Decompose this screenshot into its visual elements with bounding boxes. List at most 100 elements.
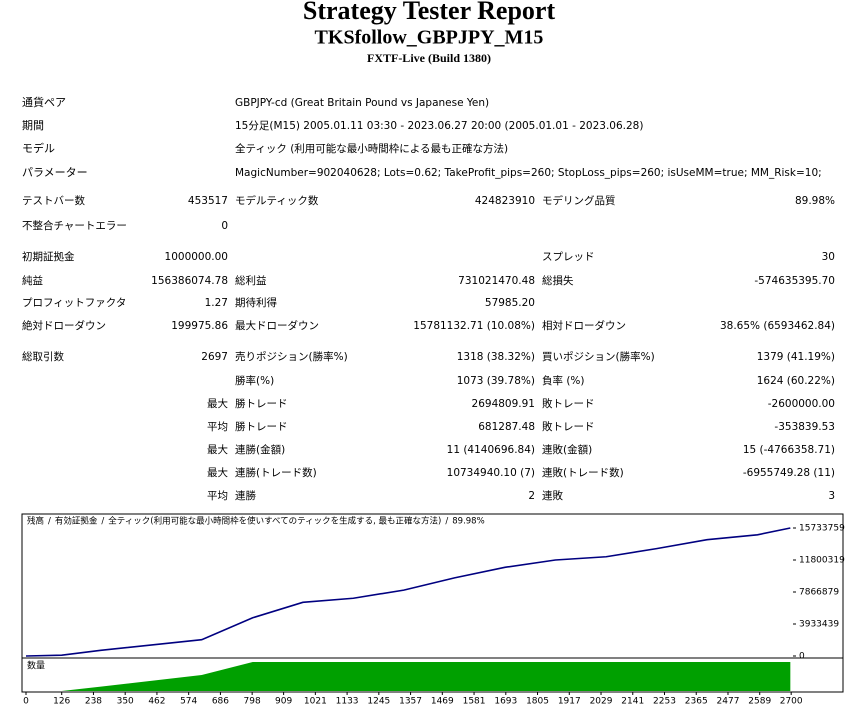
info-label: 期間: [22, 119, 44, 132]
x-tick-label: 462: [148, 697, 165, 707]
legend-separator: /: [445, 517, 448, 527]
chart-frame: [21, 513, 844, 659]
stat-label: 絶対ドローダウン: [22, 319, 106, 332]
x-tick-label: 2029: [590, 697, 613, 707]
balance-line: [25, 527, 791, 657]
stat-label: 売りポジション(勝率%): [235, 350, 348, 363]
x-tick-label: 1581: [463, 697, 486, 707]
stat-label: 期待利得: [235, 296, 277, 309]
stat-label: 連敗(金額): [542, 443, 592, 456]
info-label: モデル: [22, 141, 55, 155]
y-tick-label: 15733759: [799, 524, 845, 534]
stat-value: 681287.48: [478, 421, 535, 433]
x-tick-label: 2700: [780, 697, 803, 707]
stat-value: 0: [221, 220, 228, 232]
x-tick-label: 1133: [336, 697, 359, 707]
legend-quality: 89.98%: [452, 517, 484, 527]
x-tick-label: 1245: [367, 697, 390, 707]
x-tick-label: 2253: [653, 697, 676, 707]
stat-label: 勝トレード: [235, 420, 288, 433]
stat-label: 相対ドローダウン: [542, 319, 626, 332]
stat-value: 89.98%: [795, 195, 835, 207]
stat-label: 連敗(トレード数): [542, 466, 624, 479]
stat-value: 1.27: [205, 297, 228, 309]
x-tick-label: 0: [23, 697, 29, 707]
stat-value: 1379 (41.19%): [757, 351, 835, 363]
stat-value: 最大: [207, 443, 228, 456]
y-tick-label: 3933439: [799, 620, 839, 630]
stat-label: 不整合チャートエラー: [22, 219, 127, 232]
stat-label: 連敗: [542, 489, 563, 502]
title: Strategy Tester Report: [303, 0, 556, 25]
stat-label: 総利益: [235, 274, 267, 287]
info-label: パラメーター: [22, 166, 88, 179]
stat-value: 156386074.78: [151, 275, 228, 287]
stat-value: 平均: [207, 490, 228, 502]
x-tick-label: 909: [275, 697, 292, 707]
x-tick-label: 2589: [748, 697, 771, 707]
volume-area: [26, 662, 791, 691]
subtitle: TKSfollow_GBPJPY_M15: [315, 27, 544, 49]
stat-label: 総損失: [542, 274, 574, 287]
stat-value: 38.65% (6593462.84): [720, 320, 835, 332]
y-tick-label: 11800319: [799, 556, 845, 566]
y-tick-label: 0: [799, 652, 805, 662]
info-value: 全ティック (利用可能な最小時間枠による最も正確な方法): [235, 142, 508, 155]
x-tick-label: 1021: [304, 697, 327, 707]
stat-label: 初期証拠金: [22, 250, 75, 263]
x-tick-label: 1469: [431, 697, 454, 707]
stat-value: 1318 (38.32%): [457, 351, 535, 363]
x-tick-label: 2477: [717, 697, 740, 707]
stat-value: 1073 (39.78%): [457, 375, 535, 387]
stat-value: 3: [828, 490, 835, 502]
x-tick-label: 1357: [399, 697, 422, 707]
stat-value: 199975.86: [171, 320, 228, 332]
stat-value: 1624 (60.22%): [757, 375, 835, 387]
stat-value: 15 (-4766358.71): [743, 444, 835, 456]
stat-value: 1000000.00: [165, 251, 228, 263]
x-tick-label: 798: [244, 697, 261, 707]
x-tick-label: 574: [180, 697, 197, 707]
stat-value: -353839.53: [774, 421, 835, 433]
stat-label: 最大ドローダウン: [235, 319, 319, 332]
stat-value: 15781132.71 (10.08%): [413, 320, 535, 332]
build: FXTF-Live (Build 1380): [367, 51, 491, 65]
legend-separator: /: [101, 517, 104, 527]
stat-value: 57985.20: [485, 297, 535, 309]
info-value: 15分足(M15) 2005.01.11 03:30 - 2023.06.27 …: [235, 120, 643, 132]
x-tick-label: 126: [53, 697, 70, 707]
legend-entry: 残高: [27, 516, 44, 527]
stat-value: 11 (4140696.84): [447, 444, 535, 456]
stat-label: 買いポジション(勝率%): [542, 350, 655, 363]
info-label: 通貨ペア: [22, 95, 66, 109]
stat-value: 30: [822, 251, 835, 263]
stat-value: 731021470.48: [458, 275, 535, 287]
stat-label: プロフィットファクタ: [22, 297, 126, 309]
stat-value: 平均: [207, 421, 228, 433]
stat-label: 純益: [22, 274, 43, 287]
stat-value: -2600000.00: [768, 398, 835, 410]
stat-label: モデルティック数: [235, 194, 319, 207]
stat-value: 424823910: [475, 195, 535, 207]
x-tick-label: 1805: [526, 697, 549, 707]
stat-label: テストバー数: [22, 194, 85, 207]
stat-value: 2694809.91: [472, 398, 535, 410]
stat-value: 2: [528, 490, 535, 502]
stat-value: -574635395.70: [754, 275, 835, 287]
x-tick-label: 1917: [558, 697, 581, 707]
info-value: GBPJPY-cd (Great Britain Pound vs Japane…: [235, 97, 489, 109]
stat-label: 敗トレード: [542, 420, 595, 433]
x-tick-label: 350: [117, 697, 134, 707]
stat-value: 最大: [207, 466, 228, 479]
stat-label: 総取引数: [22, 350, 64, 363]
x-tick-label: 2141: [621, 697, 644, 707]
stat-label: 連勝: [235, 489, 256, 502]
stat-label: 敗トレード: [542, 397, 595, 410]
volume-label: 数量: [27, 660, 45, 672]
stat-value: 最大: [207, 397, 228, 410]
stat-value: 2697: [201, 351, 228, 363]
info-value: MagicNumber=902040628; Lots=0.62; TakePr…: [235, 167, 822, 179]
stat-label: 勝率(%): [235, 374, 274, 387]
stat-value: -6955749.28 (11): [743, 467, 835, 479]
